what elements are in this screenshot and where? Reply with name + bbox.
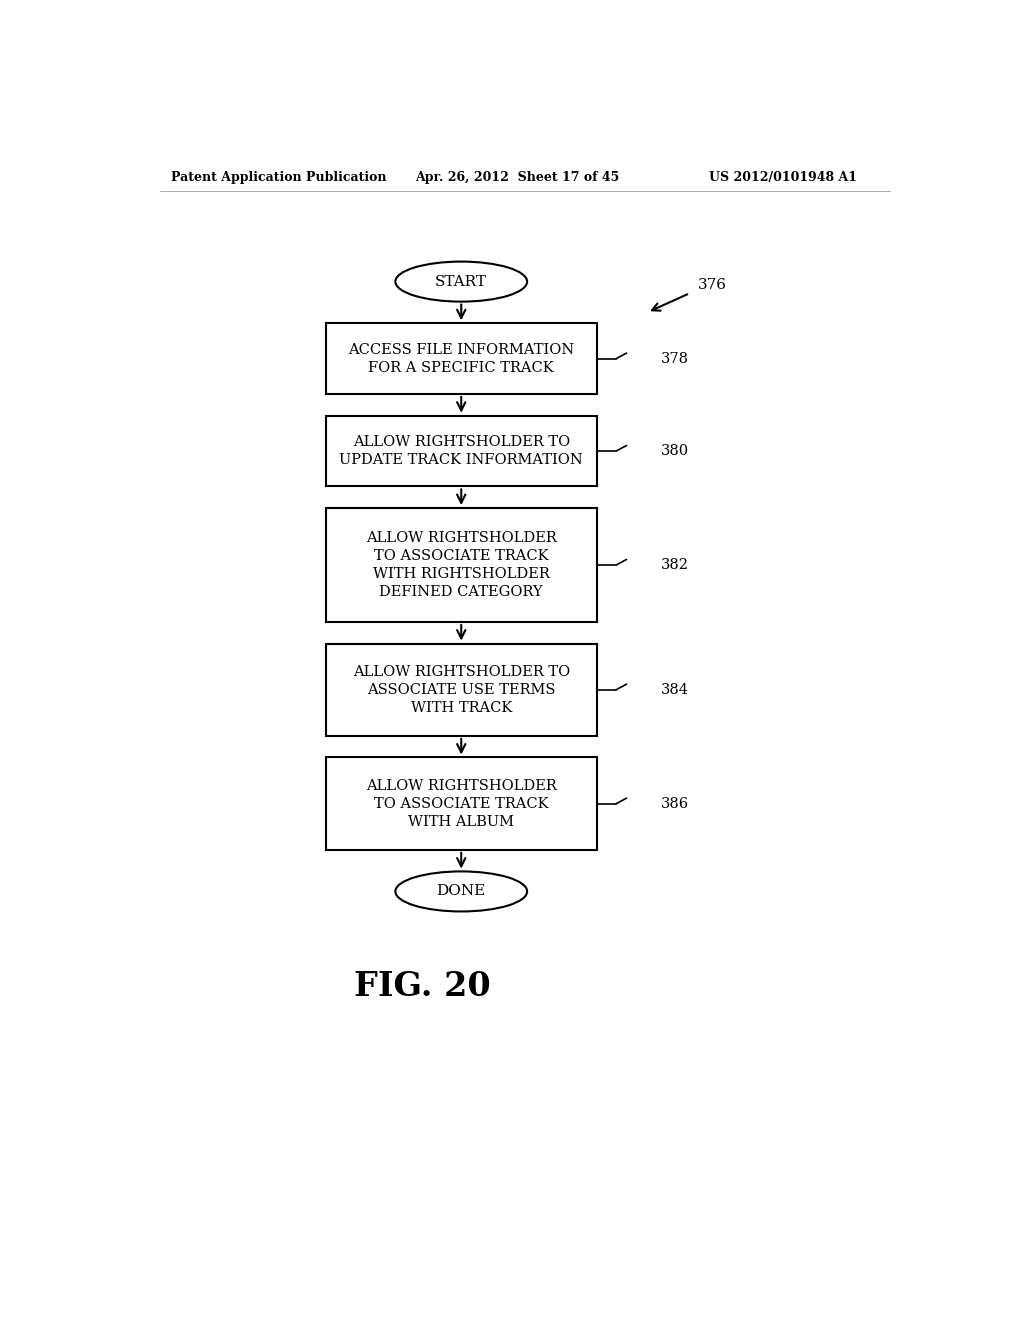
FancyBboxPatch shape (326, 323, 597, 395)
Text: Apr. 26, 2012  Sheet 17 of 45: Apr. 26, 2012 Sheet 17 of 45 (415, 172, 618, 185)
Ellipse shape (395, 261, 527, 302)
Text: DONE: DONE (436, 884, 485, 899)
Text: US 2012/0101948 A1: US 2012/0101948 A1 (710, 172, 857, 185)
Text: 384: 384 (660, 682, 688, 697)
Text: START: START (435, 275, 487, 289)
Ellipse shape (395, 871, 527, 912)
Text: ALLOW RIGHTSHOLDER
TO ASSOCIATE TRACK
WITH RIGHTSHOLDER
DEFINED CATEGORY: ALLOW RIGHTSHOLDER TO ASSOCIATE TRACK WI… (366, 531, 557, 599)
Text: ALLOW RIGHTSHOLDER TO
ASSOCIATE USE TERMS
WITH TRACK: ALLOW RIGHTSHOLDER TO ASSOCIATE USE TERM… (352, 665, 570, 714)
Text: 386: 386 (660, 797, 688, 810)
Text: Patent Application Publication: Patent Application Publication (171, 172, 386, 185)
FancyBboxPatch shape (326, 644, 597, 737)
Text: 382: 382 (660, 558, 688, 572)
Text: 378: 378 (660, 351, 688, 366)
FancyBboxPatch shape (326, 508, 597, 622)
Text: 380: 380 (660, 444, 688, 458)
Text: ACCESS FILE INFORMATION
FOR A SPECIFIC TRACK: ACCESS FILE INFORMATION FOR A SPECIFIC T… (348, 343, 574, 375)
Text: ALLOW RIGHTSHOLDER
TO ASSOCIATE TRACK
WITH ALBUM: ALLOW RIGHTSHOLDER TO ASSOCIATE TRACK WI… (366, 779, 557, 829)
FancyBboxPatch shape (326, 758, 597, 850)
Text: FIG. 20: FIG. 20 (354, 970, 490, 1003)
Text: ALLOW RIGHTSHOLDER TO
UPDATE TRACK INFORMATION: ALLOW RIGHTSHOLDER TO UPDATE TRACK INFOR… (339, 436, 583, 467)
Text: 376: 376 (697, 279, 727, 293)
FancyBboxPatch shape (326, 416, 597, 487)
